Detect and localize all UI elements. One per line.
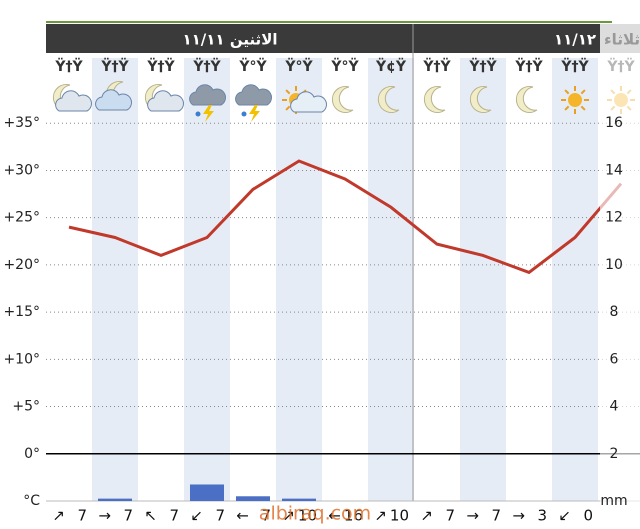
wind-speed: 7 bbox=[77, 507, 87, 525]
hour-label: Ÿ†Ÿ bbox=[560, 58, 589, 75]
day-label: ١١/١٢ bbox=[554, 31, 596, 49]
wind-speed: 7 bbox=[123, 507, 133, 525]
y2-tick-label: 12 bbox=[605, 210, 623, 226]
wind-arrow: ← bbox=[236, 507, 249, 525]
wind-speed: 10 bbox=[298, 507, 317, 525]
wind-speed: 7 bbox=[215, 507, 225, 525]
y-tick-label: +10° bbox=[3, 351, 40, 367]
hour-label: Ÿ†Ÿ bbox=[54, 58, 83, 75]
header-bar-faded bbox=[600, 24, 640, 53]
icon-cloud bbox=[55, 90, 92, 112]
wind-arrow: ↙ bbox=[190, 507, 203, 525]
wind-speed: 3 bbox=[537, 507, 547, 525]
icon-cloud bbox=[147, 90, 184, 112]
icon-bolt bbox=[249, 105, 260, 122]
icon-moon bbox=[515, 86, 538, 113]
icon-bolt bbox=[203, 105, 214, 122]
day-label: الاثنين ١١/١١ bbox=[182, 31, 277, 49]
wind-speed: 0 bbox=[583, 507, 593, 525]
day-label: ثلاثاء bbox=[604, 31, 640, 49]
icon-ray bbox=[564, 89, 570, 95]
column-shade bbox=[460, 58, 506, 501]
wind-speed: 7 bbox=[445, 507, 455, 525]
icon-ray bbox=[580, 105, 586, 111]
icon-drop bbox=[241, 111, 247, 117]
hour-label: Ÿ†Ÿ bbox=[146, 58, 175, 75]
icon-drop bbox=[195, 111, 201, 117]
precipitation-bar bbox=[282, 498, 316, 501]
wind-arrow: → bbox=[98, 507, 111, 525]
wind-speed: 16 bbox=[344, 507, 363, 525]
column-shade bbox=[92, 58, 138, 501]
precipitation-bar bbox=[98, 498, 132, 501]
wind-arrow: ↗ bbox=[282, 507, 295, 525]
y-tick-label: 0° bbox=[24, 446, 40, 462]
wind-speed: 7 bbox=[261, 507, 271, 525]
icon-moon bbox=[423, 86, 446, 113]
precipitation-bar bbox=[236, 496, 270, 501]
icon-moon bbox=[469, 86, 492, 113]
hour-label: Ÿ°Ÿ bbox=[284, 58, 313, 75]
wind-arrow: ↙ bbox=[558, 507, 571, 525]
y-tick-label: +35° bbox=[3, 115, 40, 131]
y2-tick-label: 14 bbox=[605, 162, 623, 178]
icon-ray bbox=[564, 105, 570, 111]
column-shade bbox=[552, 58, 598, 501]
hour-label: Ÿ†Ÿ bbox=[468, 58, 497, 75]
wind-arrow: ↖ bbox=[144, 507, 157, 525]
column-shade bbox=[276, 58, 322, 501]
wind-speed: 10 bbox=[390, 507, 409, 525]
header-bar bbox=[46, 24, 600, 53]
wind-arrow: ← bbox=[328, 507, 341, 525]
y2-tick-label: 10 bbox=[605, 257, 623, 273]
y2-tick-label: 8 bbox=[610, 304, 619, 320]
y2-tick-label: 16 bbox=[605, 115, 623, 131]
y-tick-label: +20° bbox=[3, 257, 40, 273]
y2-unit: mm bbox=[600, 493, 627, 509]
icon-cloud bbox=[235, 84, 272, 106]
faded-overlay bbox=[600, 54, 640, 525]
icon-ray bbox=[285, 105, 291, 111]
y2-tick-label: 2 bbox=[610, 446, 619, 462]
y-tick-label: +15° bbox=[3, 304, 40, 320]
hour-label: Ÿ°Ÿ bbox=[330, 58, 359, 75]
wind-arrow: → bbox=[512, 507, 525, 525]
y-unit: °C bbox=[23, 493, 40, 509]
hour-label: Ÿ†Ÿ bbox=[192, 58, 221, 75]
column-shade bbox=[184, 58, 230, 501]
icon-cloud bbox=[290, 91, 327, 113]
temperature-line bbox=[68, 159, 623, 275]
icon-moon bbox=[331, 86, 354, 113]
wind-speed: 7 bbox=[491, 507, 501, 525]
icon-moon bbox=[377, 86, 400, 113]
wind-speed: 7 bbox=[169, 507, 179, 525]
y2-tick-label: 6 bbox=[610, 351, 619, 367]
y2-tick-label: 4 bbox=[610, 399, 619, 415]
hour-label: Ÿ°Ÿ bbox=[238, 58, 267, 75]
y-tick-label: +5° bbox=[12, 399, 40, 415]
icon-cloud bbox=[95, 89, 132, 111]
icon-sun bbox=[568, 93, 582, 107]
icon-ray bbox=[285, 89, 291, 95]
icon-ray bbox=[580, 89, 586, 95]
y-tick-label: +30° bbox=[3, 162, 40, 178]
hour-label: Ÿ†Ÿ bbox=[422, 58, 451, 75]
hour-label: Ÿ†Ÿ bbox=[100, 58, 129, 75]
watermark: albiraq.com bbox=[259, 503, 371, 525]
wind-arrow: ↗ bbox=[420, 507, 433, 525]
wind-arrow: ↗ bbox=[52, 507, 65, 525]
y-tick-label: +25° bbox=[3, 210, 40, 226]
wind-arrow: ↗ bbox=[374, 507, 387, 525]
icon-cloud bbox=[189, 84, 226, 106]
column-shade bbox=[368, 58, 414, 501]
hour-label: Ÿ†Ÿ bbox=[514, 58, 543, 75]
wind-arrow: → bbox=[466, 507, 479, 525]
hour-label: Ÿ¢Ÿ bbox=[375, 58, 407, 75]
precipitation-bar bbox=[190, 484, 224, 501]
